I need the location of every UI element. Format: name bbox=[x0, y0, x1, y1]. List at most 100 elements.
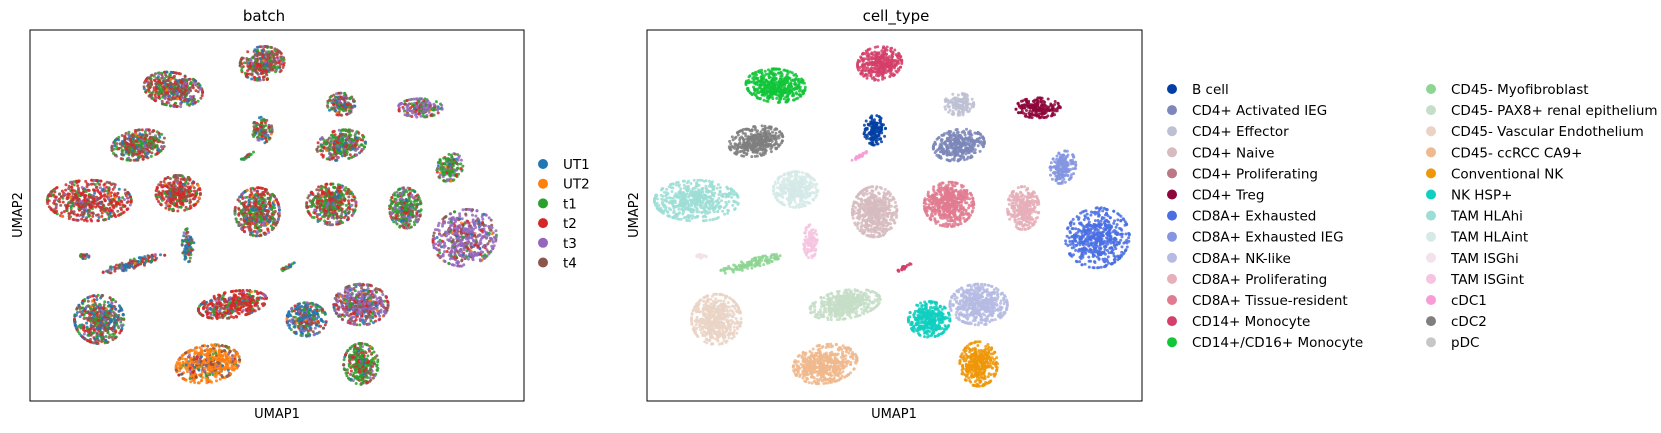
point-t2 bbox=[332, 102, 336, 106]
point-t1 bbox=[189, 98, 193, 102]
point-t3 bbox=[414, 112, 418, 116]
point-t2 bbox=[259, 233, 263, 237]
point-ut1 bbox=[328, 108, 331, 112]
point-t1 bbox=[417, 99, 421, 103]
point-t2 bbox=[61, 200, 65, 204]
point-t3 bbox=[182, 231, 186, 235]
point-t2 bbox=[54, 211, 58, 215]
point-t2 bbox=[429, 114, 433, 117]
point-t1 bbox=[148, 139, 152, 143]
point-t2 bbox=[117, 147, 121, 151]
point-t4 bbox=[169, 82, 173, 85]
point-t4 bbox=[196, 85, 200, 89]
point-t3 bbox=[338, 99, 342, 103]
point-t4 bbox=[265, 212, 269, 216]
point-t2 bbox=[155, 86, 159, 90]
point-t3 bbox=[450, 256, 454, 260]
point-t1 bbox=[461, 164, 465, 168]
point-t1 bbox=[342, 195, 346, 199]
point-ut1 bbox=[343, 141, 347, 145]
point-t2 bbox=[167, 181, 171, 185]
point-t2 bbox=[192, 180, 196, 184]
point-t1 bbox=[419, 104, 423, 108]
point-t2 bbox=[178, 185, 182, 189]
point-t3 bbox=[438, 173, 442, 177]
point-t1 bbox=[171, 207, 174, 211]
point-t2 bbox=[161, 81, 165, 85]
point-t1 bbox=[140, 141, 144, 145]
point-t3 bbox=[409, 207, 413, 210]
point-ut1 bbox=[143, 141, 147, 145]
point-t2 bbox=[119, 206, 123, 210]
point-t2 bbox=[109, 201, 113, 205]
point-t2 bbox=[243, 225, 246, 229]
point-t2 bbox=[97, 202, 101, 205]
point-t3 bbox=[450, 246, 454, 250]
point-t1 bbox=[397, 202, 401, 206]
point-t4 bbox=[324, 192, 328, 196]
point-t4 bbox=[169, 98, 173, 102]
point-t3 bbox=[261, 45, 265, 49]
point-t4 bbox=[317, 188, 321, 192]
point-t4 bbox=[116, 209, 120, 213]
point-t4 bbox=[244, 208, 248, 212]
point-t1 bbox=[402, 193, 406, 197]
point-t3 bbox=[428, 101, 432, 105]
point-t4 bbox=[266, 196, 270, 200]
point-t2 bbox=[155, 197, 159, 201]
point-t1 bbox=[395, 222, 399, 226]
point-t1 bbox=[254, 58, 258, 62]
point-t4 bbox=[351, 99, 355, 103]
point-t4 bbox=[460, 259, 464, 263]
point-t1 bbox=[494, 233, 498, 237]
point-t2 bbox=[332, 129, 336, 133]
point-t2 bbox=[261, 201, 265, 205]
point-t1 bbox=[191, 77, 195, 81]
point-t1 bbox=[105, 210, 109, 214]
point-t3 bbox=[493, 236, 497, 240]
point-t3 bbox=[437, 229, 441, 233]
point-t1 bbox=[347, 109, 351, 113]
point-t1 bbox=[449, 158, 453, 162]
point-t1 bbox=[259, 118, 263, 122]
point-t2 bbox=[259, 207, 263, 211]
point-t4 bbox=[176, 176, 179, 180]
point-t2 bbox=[120, 200, 124, 204]
point-t2 bbox=[359, 138, 363, 142]
point-t3 bbox=[456, 264, 460, 268]
point-t2 bbox=[340, 201, 344, 205]
point-t2 bbox=[194, 202, 198, 206]
point-t1 bbox=[405, 190, 409, 194]
point-t3 bbox=[330, 216, 334, 219]
point-t2 bbox=[74, 193, 78, 197]
point-t2 bbox=[80, 217, 84, 221]
point-t2 bbox=[126, 207, 130, 211]
point-t4 bbox=[332, 107, 336, 111]
point-t4 bbox=[175, 80, 179, 84]
point-t2 bbox=[92, 188, 95, 192]
point-t3 bbox=[462, 255, 466, 259]
point-t1 bbox=[329, 139, 333, 143]
point-t1 bbox=[322, 204, 325, 208]
point-t3 bbox=[329, 223, 333, 227]
point-t2 bbox=[329, 182, 333, 186]
point-t2 bbox=[159, 180, 163, 184]
point-t4 bbox=[198, 192, 202, 196]
point-t1 bbox=[151, 145, 155, 148]
point-ut1 bbox=[402, 218, 405, 222]
point-t2 bbox=[201, 90, 205, 94]
point-t3 bbox=[484, 236, 488, 240]
point-t3 bbox=[482, 229, 486, 233]
point-t3 bbox=[471, 218, 475, 222]
point-t3 bbox=[451, 263, 455, 267]
point-t1 bbox=[160, 198, 164, 202]
point-t1 bbox=[336, 183, 340, 187]
point-t4 bbox=[250, 216, 254, 220]
point-t2 bbox=[344, 145, 348, 148]
cluster-12 bbox=[305, 182, 358, 227]
point-t2 bbox=[390, 196, 394, 199]
point-t1 bbox=[339, 107, 343, 111]
point-t1 bbox=[252, 218, 256, 222]
point-t3 bbox=[457, 253, 461, 257]
